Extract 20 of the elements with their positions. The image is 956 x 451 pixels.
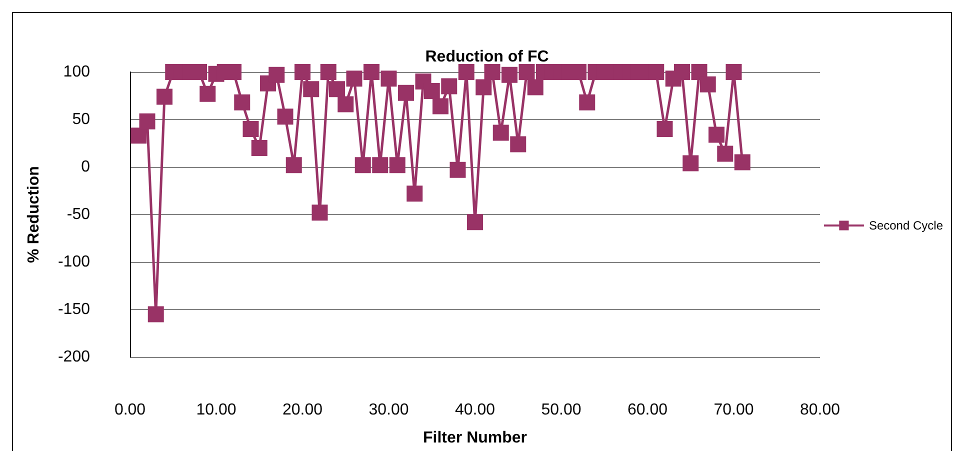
y-tick-label: 100 (63, 64, 90, 80)
y-tick-label: -200 (58, 348, 90, 366)
chart-title: Reduction of FC (425, 48, 550, 66)
y-tick-label: -150 (58, 301, 90, 318)
x-tick-label: 30.00 (368, 402, 409, 418)
x-tick-label: 60.00 (627, 402, 668, 418)
x-tick-label: 40.00 (454, 402, 496, 418)
x-tick-label: 0.00 (114, 402, 146, 418)
legend-label: Second Cycle (868, 218, 944, 232)
y-tick-label: 50 (72, 111, 90, 128)
x-axis-title: Filter Number (422, 430, 528, 446)
y-tick-label: -100 (58, 254, 90, 270)
y-tick-label: 0 (81, 158, 90, 176)
x-tick-label: 80.00 (800, 402, 840, 418)
x-tick-label: 20.00 (282, 402, 323, 418)
x-tick-label: 70.00 (714, 402, 754, 418)
x-tick-label: 10.00 (196, 402, 236, 418)
y-axis-title: % Reduction (26, 166, 42, 263)
y-tick-label: -50 (66, 206, 90, 223)
x-tick-label: 50.00 (541, 402, 582, 418)
